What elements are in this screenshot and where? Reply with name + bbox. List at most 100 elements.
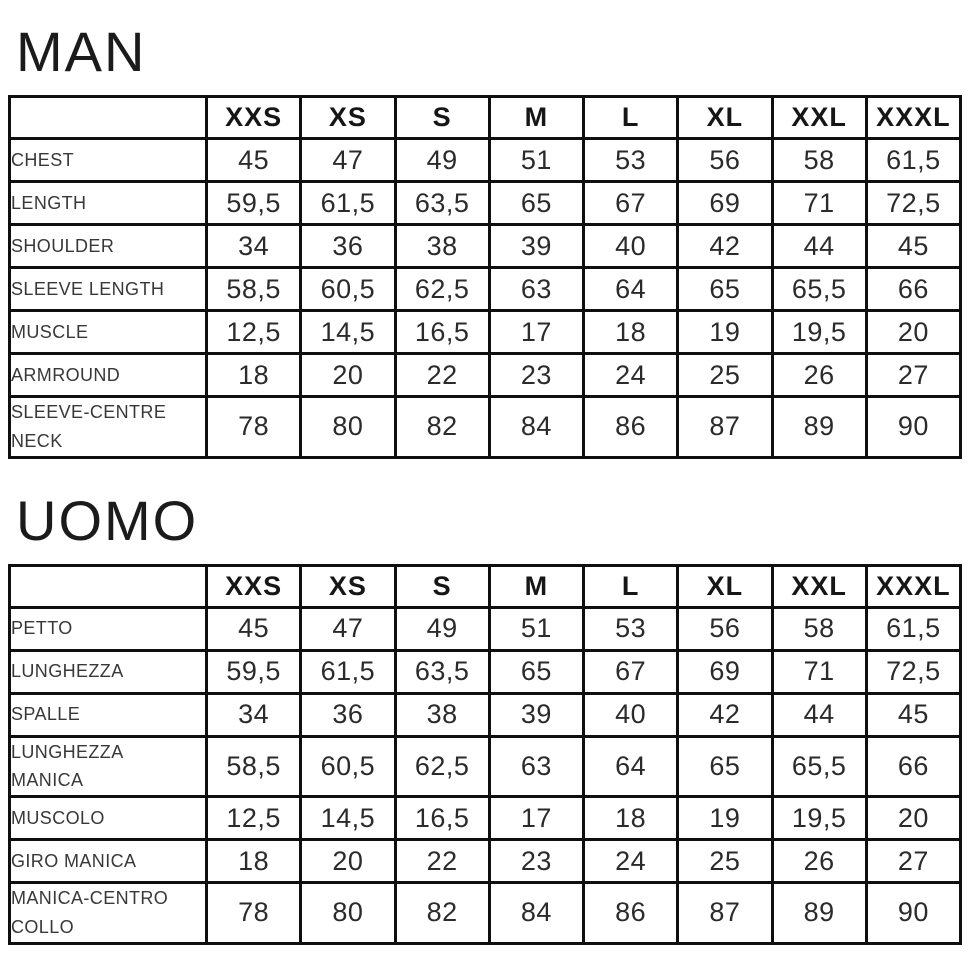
measurement-value: 19 [676, 795, 774, 842]
size-column-header: XL [676, 95, 774, 140]
measurement-row: LUNGHEZZA 59,5 61,5 63,5 65 67 69 71 72,5 [8, 648, 963, 695]
measurement-label-cell: LUNGHEZZA [8, 648, 208, 695]
measurement-label: LUNGHEZZA [11, 661, 124, 682]
measurement-label: MUSCOLO [11, 807, 105, 828]
measurement-value: 65,5 [770, 266, 868, 312]
measurement-label-cell: LENGTH [8, 180, 208, 226]
measurement-value: 42 [676, 691, 774, 738]
measurement-value: 53 [581, 605, 680, 652]
measurement-value: 16,5 [393, 795, 491, 842]
size-column-header: S [393, 95, 491, 140]
measurement-value: 12,5 [204, 795, 303, 842]
measurement-value: 72,5 [864, 648, 963, 695]
measurement-label: MANICA-CENTRO COLLO [11, 888, 169, 937]
measurement-value: 86 [581, 395, 680, 459]
measurement-row: GIRO MANICA 18 20 22 23 24 25 26 27 [8, 838, 963, 885]
measurement-value: 38 [393, 691, 491, 738]
measurement-row: ARMROUND 18 20 22 23 24 25 26 27 [8, 352, 963, 398]
measurement-label: LUNGHEZZA MANICA [11, 741, 123, 791]
measurement-value: 44 [770, 223, 868, 269]
measurement-label: ARMROUND [11, 364, 121, 385]
measurement-label-cell: MUSCOLO [8, 795, 208, 842]
measurement-value: 45 [204, 605, 303, 652]
size-column-header: XXL [770, 95, 868, 140]
measurement-label: PETTO [11, 618, 73, 639]
corner-cell [8, 563, 208, 609]
measurement-value: 24 [581, 838, 680, 885]
measurement-value: 82 [393, 881, 491, 945]
measurement-value: 39 [487, 691, 586, 738]
measurement-value: 20 [299, 352, 397, 398]
measurement-value: 58 [770, 605, 868, 652]
measurement-value: 78 [204, 395, 303, 459]
measurement-value: 61,5 [299, 180, 397, 226]
measurement-value: 63,5 [393, 180, 491, 226]
measurement-value: 59,5 [204, 648, 303, 695]
measurement-value: 62,5 [393, 734, 491, 799]
measurement-value: 61,5 [864, 605, 963, 652]
measurement-value: 20 [864, 309, 963, 355]
measurement-row: SHOULDER 34 36 38 39 40 42 44 45 [8, 223, 963, 269]
measurement-value: 87 [676, 395, 774, 459]
measurement-value: 36 [299, 691, 397, 738]
measurement-value: 71 [770, 180, 868, 226]
measurement-value: 61,5 [864, 137, 963, 183]
size-table: XXS XS S M L XL XXL XXXL PETTO 45 47 49 51 53 56 58 61,… [8, 563, 963, 945]
measurement-value: 87 [676, 881, 774, 945]
measurement-value: 14,5 [299, 795, 397, 842]
size-table: XXS XS S M L XL XXL XXXL CHEST 45 47 49 51 53 56 58 61,… [8, 95, 963, 459]
measurement-value: 61,5 [299, 648, 397, 695]
measurement-label: SLEEVE LENGTH [11, 278, 165, 299]
measurement-value: 80 [299, 395, 397, 459]
measurement-value: 66 [864, 734, 963, 799]
size-column-header: M [487, 95, 586, 140]
measurement-label-cell: CHEST [8, 137, 208, 183]
measurement-value: 78 [204, 881, 303, 945]
measurement-row: LENGTH 59,5 61,5 63,5 65 67 69 71 72,5 [8, 180, 963, 226]
measurement-value: 47 [299, 137, 397, 183]
measurement-value: 90 [864, 881, 963, 945]
measurement-value: 89 [770, 395, 868, 459]
measurement-value: 25 [676, 838, 774, 885]
measurement-label-cell: SHOULDER [8, 223, 208, 269]
measurement-value: 19 [676, 309, 774, 355]
measurement-row: PETTO 45 47 49 51 53 56 58 61,5 [8, 605, 963, 652]
measurement-value: 27 [864, 352, 963, 398]
measurement-label-cell: SLEEVE-CENTRE NECK [8, 395, 208, 459]
measurement-value: 44 [770, 691, 868, 738]
size-column-header: XS [299, 95, 397, 140]
measurement-label: LENGTH [11, 192, 87, 213]
measurement-value: 58 [770, 137, 868, 183]
measurement-value: 17 [487, 309, 586, 355]
size-column-header: XXL [770, 563, 868, 609]
measurement-value: 34 [204, 223, 303, 269]
measurement-row: CHEST 45 47 49 51 53 56 58 61,5 [8, 137, 963, 183]
measurement-value: 40 [581, 691, 680, 738]
measurement-value: 84 [487, 881, 586, 945]
measurement-value: 39 [487, 223, 586, 269]
measurement-value: 63 [487, 266, 586, 312]
measurement-value: 27 [864, 838, 963, 885]
measurement-value: 72,5 [864, 180, 963, 226]
measurement-value: 90 [864, 395, 963, 459]
size-table-section: MAN XXS XS S M L XL XXL XXXL CHEST 45 47 49 51 53 56 5… [8, 24, 963, 459]
measurement-label-cell: MUSCLE [8, 309, 208, 355]
size-header-row: XXS XS S M L XL XXL XXXL [8, 563, 963, 609]
size-column-header: M [487, 563, 586, 609]
measurement-row: SLEEVE-CENTRE NECK 78 80 82 84 86 87 89 90 [8, 395, 963, 459]
measurement-value: 18 [581, 309, 680, 355]
measurement-label-cell: GIRO MANICA [8, 838, 208, 885]
measurement-label-cell: ARMROUND [8, 352, 208, 398]
measurement-value: 19,5 [770, 795, 868, 842]
measurement-label-cell: MANICA-CENTRO COLLO [8, 881, 208, 945]
measurement-value: 38 [393, 223, 491, 269]
measurement-value: 45 [864, 691, 963, 738]
measurement-label: MUSCLE [11, 321, 89, 342]
measurement-value: 20 [864, 795, 963, 842]
size-table-section: UOMO XXS XS S M L XL XXL XXXL PETTO 45 47 49 51 53 56… [8, 492, 963, 945]
measurement-label-cell: PETTO [8, 605, 208, 652]
measurement-row: MANICA-CENTRO COLLO 78 80 82 84 86 87 89 90 [8, 881, 963, 945]
measurement-value: 80 [299, 881, 397, 945]
measurement-value: 65 [676, 734, 774, 799]
measurement-value: 18 [204, 838, 303, 885]
